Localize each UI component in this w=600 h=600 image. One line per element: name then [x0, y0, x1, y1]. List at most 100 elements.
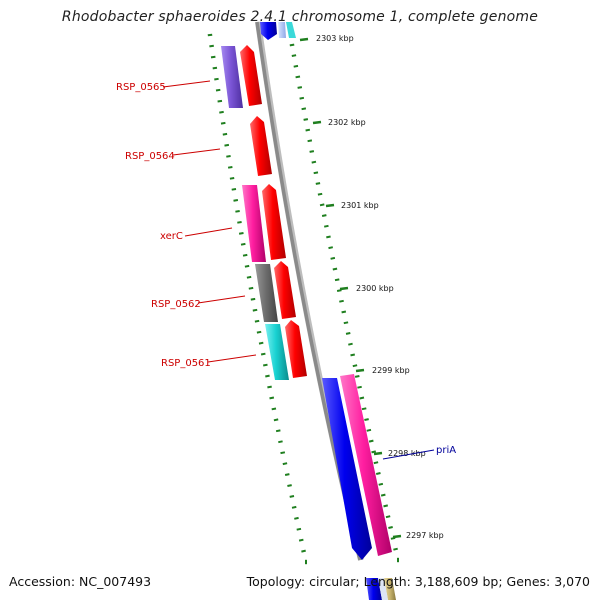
track-dot: [294, 516, 299, 520]
scale-tick-2298: 2298 kbp: [373, 449, 426, 458]
dotted-track-left: [207, 33, 307, 565]
track-dot: [252, 308, 258, 312]
gene-pria-magenta: [340, 374, 392, 556]
track-dot: [321, 214, 327, 217]
track-dot: [227, 166, 233, 169]
track-dot: [380, 493, 386, 497]
scale-tick-2300: 2300 kbp: [339, 284, 394, 293]
track-dot: [359, 396, 365, 400]
track-dot: [291, 505, 297, 509]
track-dot: [334, 278, 340, 282]
track-dot: [301, 107, 307, 111]
track-dot: [250, 297, 256, 301]
track-dot: [341, 310, 347, 314]
track-dot: [307, 139, 313, 143]
track-dot: [219, 110, 224, 114]
track-dot: [319, 203, 325, 207]
track-dot: [309, 150, 315, 153]
track-dot: [242, 253, 248, 257]
track-dot: [220, 121, 226, 125]
svg-text:RSP_0565[interactable]: RSP_0565: [116, 82, 166, 93]
track-dot: [373, 461, 379, 465]
track-dot: [350, 353, 356, 357]
tick-label-2298: 2298 kbp: [388, 449, 426, 458]
svg-text:priA[interactable]: priA: [436, 445, 456, 456]
gene-magenta: [242, 185, 266, 262]
track-dot: [295, 75, 301, 79]
track-dot: [357, 385, 362, 389]
track-dot: [229, 177, 235, 180]
track-dot: [287, 484, 292, 487]
gene-label-rsp0561[interactable]: RSP_0561: [161, 354, 257, 369]
track-dot: [303, 118, 309, 121]
track-dot: [222, 132, 228, 136]
track-dot: [388, 526, 393, 529]
track-dot: [284, 473, 290, 476]
gene-label-xerc[interactable]: xerC: [160, 227, 233, 242]
track-dot: [238, 232, 244, 235]
track-dot: [339, 299, 344, 303]
track-dot: [271, 407, 277, 411]
track-dot: [330, 256, 336, 260]
gene-rsp0564-red: [250, 116, 272, 176]
track-dot: [244, 264, 250, 268]
track-dot: [260, 352, 266, 356]
track-dot: [217, 99, 223, 103]
track-dot: [375, 472, 381, 475]
track-dot: [256, 330, 262, 334]
track-dot: [248, 286, 254, 290]
track-dot: [233, 199, 239, 202]
dotted-track-right: [289, 43, 399, 563]
track-dot: [368, 439, 374, 443]
track-dot: [336, 289, 342, 292]
svg-text:RSP_0564[interactable]: RSP_0564: [125, 151, 175, 162]
gene-blue-long: [322, 378, 372, 560]
track-dot: [293, 64, 299, 68]
track-dot: [296, 527, 302, 531]
track-dot: [254, 319, 260, 323]
svg-text:xerC[interactable]: xerC: [160, 231, 183, 242]
gene-label-pria[interactable]: priA: [382, 445, 456, 460]
gene-label-rsp0564[interactable]: RSP_0564: [125, 148, 221, 162]
tick-label-2303: 2303 kbp: [316, 34, 354, 43]
track-dot: [278, 440, 283, 444]
track-dot: [366, 428, 372, 432]
svg-text:RSP_0562[interactable]: RSP_0562: [151, 299, 201, 310]
gene-purple: [221, 46, 243, 108]
track-dot: [214, 77, 219, 81]
track-dot: [385, 515, 391, 519]
track-dot: [289, 43, 295, 47]
track-dot: [361, 407, 367, 411]
svg-text:RSP_0561[interactable]: RSP_0561: [161, 358, 211, 369]
gene-gray: [255, 264, 278, 322]
tick-label-2297: 2297 kbp: [406, 531, 444, 540]
track-dot: [313, 171, 319, 175]
gene-label-rsp0562[interactable]: RSP_0562: [151, 295, 246, 310]
track-dot: [209, 44, 214, 48]
track-dot: [240, 242, 246, 246]
track-dot: [212, 66, 218, 70]
track-dot: [328, 246, 334, 250]
track-dot: [317, 192, 323, 196]
track-dot: [297, 86, 303, 89]
tick-label-2300: 2300 kbp: [356, 284, 394, 293]
gene-rsp0565-red: [240, 45, 262, 106]
accession-text: Accession: NC_007493: [9, 574, 152, 589]
track-dot: [299, 96, 305, 100]
track-dot: [224, 143, 230, 147]
track-dot: [215, 88, 221, 92]
track-dot: [265, 374, 270, 378]
track-dot: [354, 375, 360, 378]
scale-tick-2302: 2302 kbp: [312, 118, 366, 127]
track-dot: [235, 210, 240, 213]
gene-label-rsp0565[interactable]: RSP_0565: [116, 80, 211, 93]
track-dot: [267, 385, 272, 389]
scale-tick-2301: 2301 kbp: [325, 201, 379, 210]
track-dot: [289, 495, 295, 498]
track-dot: [371, 450, 377, 454]
track-dot: [258, 341, 264, 345]
track-dot: [263, 363, 268, 367]
track-dot: [305, 128, 311, 132]
track-dot: [226, 155, 231, 158]
